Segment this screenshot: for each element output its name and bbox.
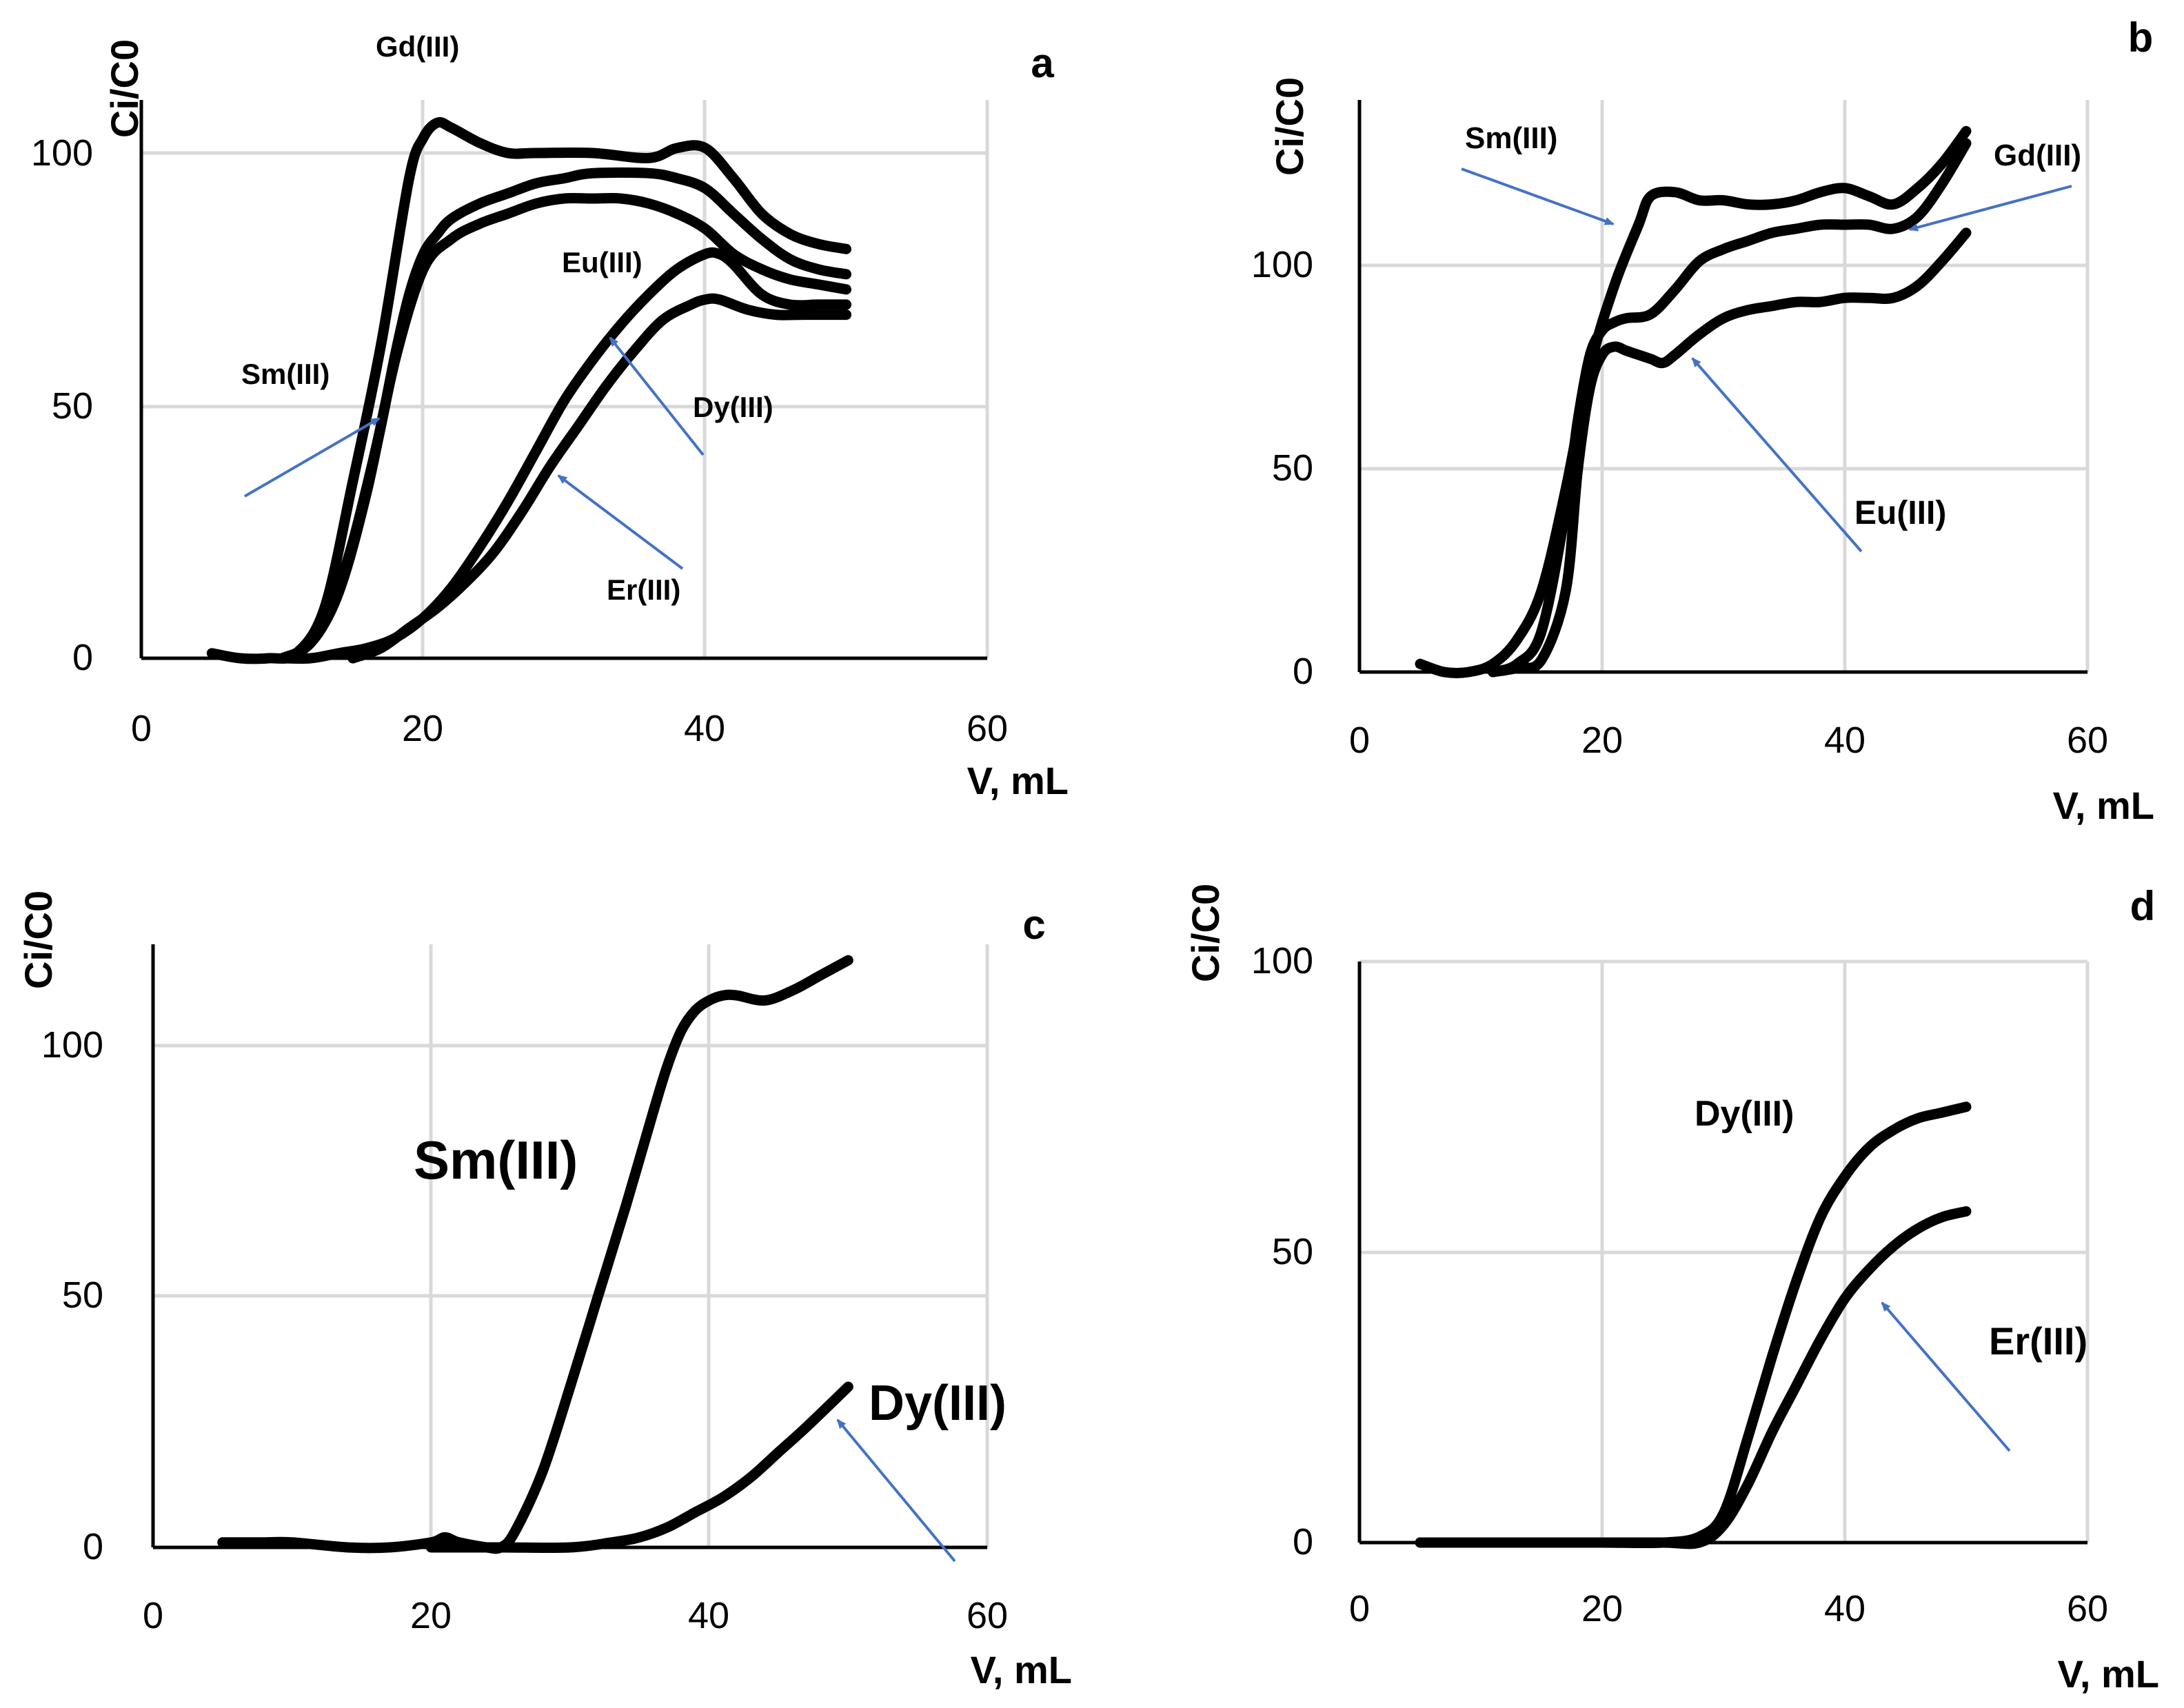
y-tick-label: 100: [31, 132, 93, 174]
series-line-eu-iii: [1488, 227, 1972, 678]
x-tick-label: 40: [688, 1595, 729, 1636]
series-labels-a: Gd(III) Sm(III) Eu(III) Dy(III) Er(III): [241, 30, 774, 606]
x-tick-label: 60: [2067, 720, 2108, 761]
arrows-c: [836, 1419, 956, 1563]
x-tick-label: 60: [2067, 1588, 2108, 1629]
series-label-gd: Gd(III): [376, 30, 459, 63]
y-tick-label: 0: [72, 637, 93, 678]
series-line-er-iii: [347, 293, 851, 664]
series-label-sm: Sm(III): [241, 358, 330, 390]
arrow-sm: [1461, 167, 1615, 225]
y-axis-title-d: Ci/C0: [1184, 884, 1227, 982]
arrows-a: [243, 336, 705, 570]
y-ticks-d: 0 50 100: [1251, 940, 1313, 1563]
panel-letter-d: d: [2130, 883, 2156, 929]
panel-letter-b: b: [2128, 14, 2154, 61]
series-line-sm-iii: [217, 955, 853, 1554]
panel-d: 0 50 100 0 20 40 60 Ci/C0 V, mL d Dy(III…: [1184, 883, 2159, 1696]
y-tick-label: 100: [41, 1024, 103, 1066]
y-axis-title-c: Ci/C0: [17, 891, 60, 989]
series-line-dy-iii: [1415, 1101, 1972, 1549]
curves-d: [1415, 1101, 1972, 1549]
x-tick-label: 0: [143, 1595, 163, 1636]
y-tick-label: 0: [1293, 651, 1313, 692]
x-axis-title-a: V, mL: [967, 759, 1069, 802]
arrow-er: [1881, 1301, 2011, 1452]
arrow-er: [557, 474, 684, 570]
series-label-gd: Gd(III): [1994, 139, 2081, 172]
gridlines-b: [1357, 100, 2090, 672]
series-label-sm: Sm(III): [414, 1130, 578, 1190]
series-line-gd-iii: [206, 116, 851, 664]
curves-c: [217, 955, 853, 1554]
panel-c: 0 50 100 0 20 40 60 Ci/C0 V, mL c Sm(III…: [17, 891, 1072, 1691]
x-tick-label: 0: [131, 708, 152, 749]
curves-b: [1415, 125, 1972, 678]
series-line-gd-iii: [1488, 138, 1972, 678]
panel-letter-c: c: [1022, 902, 1045, 948]
series-label-eu: Eu(III): [562, 246, 643, 278]
x-ticks-d: 0 20 40 60: [1349, 1588, 2108, 1629]
y-axis-title-b: Ci/C0: [1268, 77, 1311, 176]
curves-a: [206, 116, 851, 664]
x-tick-label: 0: [1349, 720, 1370, 761]
series-label-er: Er(III): [607, 573, 680, 606]
arrows-d: [1881, 1301, 2011, 1452]
x-ticks-c: 0 20 40 60: [143, 1595, 1008, 1636]
x-axis-title-d: V, mL: [2058, 1652, 2159, 1696]
series-label-dy: Dy(III): [869, 1376, 1007, 1431]
x-tick-label: 20: [410, 1595, 452, 1636]
x-tick-label: 40: [1824, 1588, 1866, 1629]
panel-a: 0 50 100 0 20 40 60 Ci/C0 V, mL a Gd(III…: [31, 30, 1069, 802]
y-tick-label: 0: [83, 1526, 103, 1567]
series-label-eu: Eu(III): [1854, 495, 1946, 531]
arrows-b: [1461, 167, 2072, 553]
y-ticks-b: 0 50 100: [1251, 244, 1313, 692]
y-tick-label: 100: [1251, 940, 1313, 982]
arrow-gd: [1908, 185, 2072, 232]
series-labels-d: Dy(III) Er(III): [1695, 1094, 2087, 1363]
series-line-dy-iii: [425, 1381, 853, 1554]
y-axis-title-a: Ci/C0: [103, 39, 146, 138]
x-tick-label: 20: [1581, 720, 1623, 761]
y-tick-label: 0: [1293, 1521, 1313, 1563]
series-label-sm: Sm(III): [1465, 121, 1557, 155]
y-ticks-a: 0 50 100: [31, 132, 93, 678]
x-tick-label: 40: [1824, 720, 1866, 761]
x-axis-title-c: V, mL: [971, 1648, 1072, 1691]
gridlines-d: [1357, 959, 2090, 1543]
y-tick-label: 50: [52, 385, 93, 427]
x-tick-label: 0: [1349, 1588, 1370, 1629]
series-line-sm-iii: [1415, 125, 1972, 678]
arrow-eu: [1691, 357, 1863, 553]
y-tick-label: 50: [62, 1274, 103, 1316]
series-label-er: Er(III): [1989, 1319, 2087, 1363]
series-label-dy: Dy(III): [1695, 1094, 1794, 1134]
x-tick-label: 20: [402, 708, 443, 749]
x-tick-label: 60: [967, 708, 1008, 749]
panel-letter-a: a: [1031, 40, 1054, 86]
x-tick-label: 60: [967, 1595, 1008, 1636]
y-ticks-c: 0 50 100: [41, 1024, 103, 1567]
y-tick-label: 50: [1272, 1231, 1313, 1272]
arrow-dy: [836, 1419, 956, 1563]
panel-b: 0 50 100 0 20 40 60 Ci/C0 V, mL b Sm(III…: [1251, 14, 2154, 827]
y-tick-label: 50: [1272, 447, 1313, 489]
x-ticks-a: 0 20 40 60: [131, 708, 1008, 749]
series-labels-b: Sm(III) Gd(III) Eu(III): [1465, 121, 2081, 531]
x-tick-label: 20: [1581, 1588, 1623, 1629]
gridlines-c: [151, 944, 989, 1547]
y-tick-label: 100: [1251, 244, 1313, 285]
x-ticks-b: 0 20 40 60: [1349, 720, 2108, 761]
series-labels-c: Sm(III) Dy(III): [414, 1130, 1007, 1431]
series-line-unlabeled: [277, 192, 851, 664]
series-line-er-iii: [1415, 1206, 1972, 1549]
x-axis-title-b: V, mL: [2053, 784, 2154, 827]
x-tick-label: 40: [684, 708, 725, 749]
series-label-dy: Dy(III): [693, 391, 774, 423]
arrow-sm: [243, 417, 381, 498]
arrow-dy: [609, 336, 705, 456]
